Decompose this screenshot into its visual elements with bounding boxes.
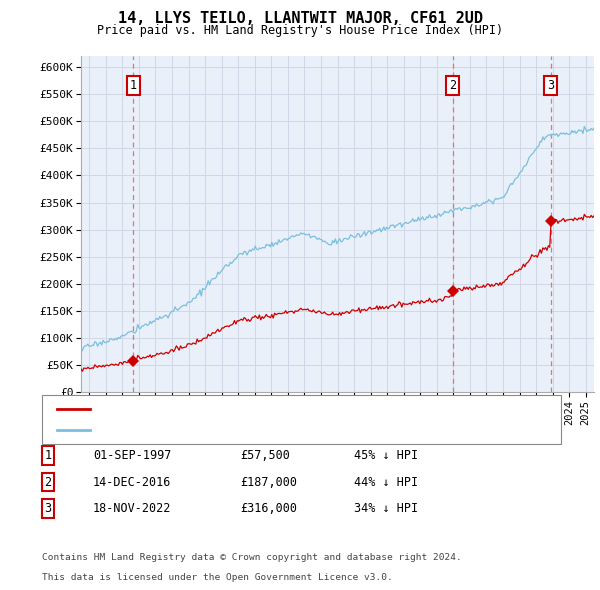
Text: 14, LLYS TEILO, LLANTWIT MAJOR, CF61 2UD (detached house): 14, LLYS TEILO, LLANTWIT MAJOR, CF61 2UD… xyxy=(96,404,452,414)
Text: £187,000: £187,000 xyxy=(240,476,297,489)
Text: 14, LLYS TEILO, LLANTWIT MAJOR, CF61 2UD: 14, LLYS TEILO, LLANTWIT MAJOR, CF61 2UD xyxy=(118,11,482,25)
Text: 1: 1 xyxy=(44,449,52,462)
Text: 2: 2 xyxy=(449,80,456,93)
Text: 3: 3 xyxy=(44,502,52,515)
Text: This data is licensed under the Open Government Licence v3.0.: This data is licensed under the Open Gov… xyxy=(42,572,393,582)
Text: Contains HM Land Registry data © Crown copyright and database right 2024.: Contains HM Land Registry data © Crown c… xyxy=(42,553,462,562)
Text: 3: 3 xyxy=(547,80,554,93)
Text: £316,000: £316,000 xyxy=(240,502,297,515)
Text: HPI: Average price, detached house, Vale of Glamorgan: HPI: Average price, detached house, Vale… xyxy=(96,425,427,435)
Text: 14-DEC-2016: 14-DEC-2016 xyxy=(93,476,172,489)
Text: 01-SEP-1997: 01-SEP-1997 xyxy=(93,449,172,462)
Text: 45% ↓ HPI: 45% ↓ HPI xyxy=(354,449,418,462)
Text: 1: 1 xyxy=(130,80,137,93)
Text: £57,500: £57,500 xyxy=(240,449,290,462)
Text: 44% ↓ HPI: 44% ↓ HPI xyxy=(354,476,418,489)
Text: Price paid vs. HM Land Registry's House Price Index (HPI): Price paid vs. HM Land Registry's House … xyxy=(97,24,503,37)
Text: 18-NOV-2022: 18-NOV-2022 xyxy=(93,502,172,515)
Text: 34% ↓ HPI: 34% ↓ HPI xyxy=(354,502,418,515)
Text: 2: 2 xyxy=(44,476,52,489)
